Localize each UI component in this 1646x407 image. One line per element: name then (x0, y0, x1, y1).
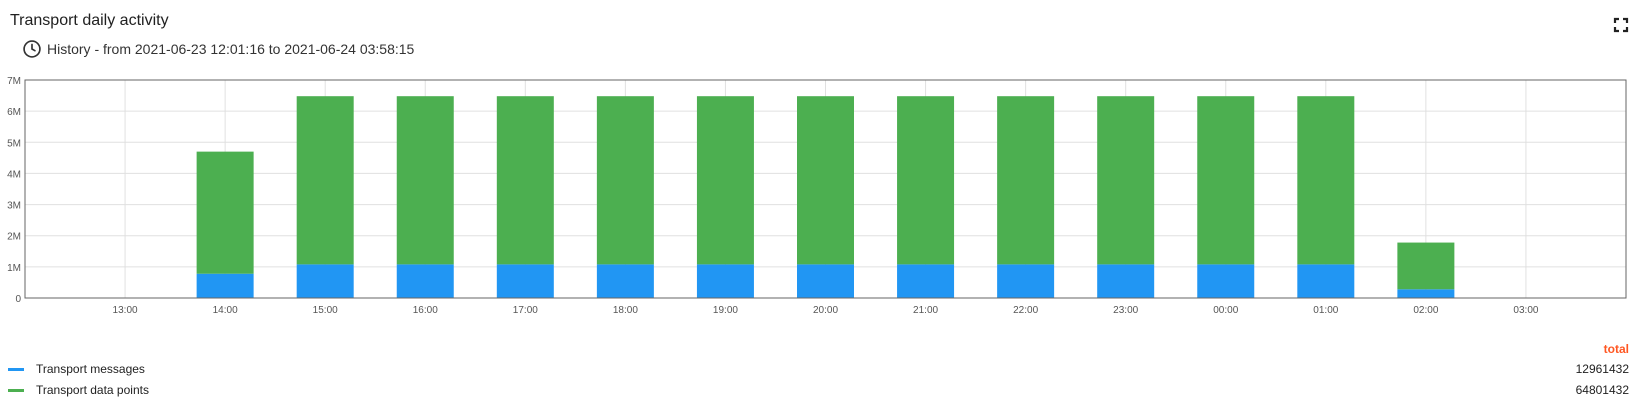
x-tick-label: 03:00 (1513, 305, 1538, 316)
bar-transport-messages (1097, 264, 1155, 298)
y-tick-label: 1M (7, 263, 21, 274)
y-tick-label: 5M (7, 138, 21, 149)
bar-chart: 0 1M 2M 3M 4M 5M 6M 7M 13:00 14:00 15:00 16:00 17:00… (7, 76, 1627, 316)
legend-total-value: 12961432 (1575, 362, 1629, 376)
x-tick-label: 13:00 (113, 305, 138, 316)
bar-transport-data-points (696, 96, 754, 265)
legend-swatch (8, 389, 24, 392)
y-tick-label: 7M (7, 76, 21, 87)
widget-title: Transport daily activity (10, 12, 169, 29)
bar-transport-data-points (797, 96, 854, 265)
bar-transport-messages (196, 273, 254, 298)
bar-transport-messages (1297, 264, 1355, 298)
y-tick-label: 3M (7, 201, 21, 212)
history-label: History - from 2021-06-23 12:01:16 to 20… (47, 41, 415, 57)
x-tick-label: 14:00 (213, 305, 238, 316)
bar-transport-data-points (496, 96, 554, 265)
bar-transport-data-points (296, 96, 354, 265)
bar-transport-data-points (396, 96, 454, 265)
bar-transport-data-points (596, 96, 654, 265)
plot-frame (24, 79, 1627, 299)
bar-transport-messages (1197, 264, 1255, 298)
y-tick-label: 2M (7, 232, 21, 243)
bar-transport-messages (396, 264, 454, 298)
bar-transport-messages (797, 264, 854, 298)
legend-label: Transport messages (36, 362, 145, 376)
bar-transport-messages (596, 264, 654, 298)
x-tick-label: 02:00 (1413, 305, 1438, 316)
bar-transport-data-points (196, 151, 254, 274)
bar-transport-messages (296, 264, 354, 298)
clock-icon (23, 40, 41, 58)
x-tick-label: 16:00 (413, 305, 438, 316)
history-timewindow[interactable]: History - from 2021-06-23 12:01:16 to 20… (22, 39, 414, 59)
x-tick-label: 17:00 (513, 305, 538, 316)
y-tick-label: 4M (7, 169, 21, 180)
fullscreen-icon[interactable] (1613, 17, 1629, 33)
bar-transport-messages (496, 264, 554, 298)
bar-transport-messages (696, 264, 754, 298)
y-tick-label: 6M (7, 107, 21, 118)
x-tick-label: 15:00 (313, 305, 338, 316)
legend-item-transport-messages[interactable]: Transport messages 12961432 (0, 360, 1646, 378)
bar-transport-data-points (1397, 242, 1455, 290)
x-tick-label: 19:00 (713, 305, 738, 316)
legend-swatch (8, 368, 24, 371)
x-tick-label: 21:00 (913, 305, 938, 316)
x-tick-label: 22:00 (1013, 305, 1038, 316)
x-tick-label: 01:00 (1313, 305, 1338, 316)
legend-total-header: total (1603, 342, 1629, 356)
bar-transport-data-points (897, 96, 955, 265)
bar-transport-messages (897, 264, 955, 298)
bar-transport-data-points (1097, 96, 1155, 265)
legend-total-value: 64801432 (1575, 383, 1629, 397)
x-tick-label: 23:00 (1113, 305, 1138, 316)
x-tick-label: 00:00 (1213, 305, 1238, 316)
bar-transport-messages (997, 264, 1055, 298)
x-tick-label: 20:00 (813, 305, 838, 316)
x-tick-label: 18:00 (613, 305, 638, 316)
bar-transport-data-points (1197, 96, 1255, 265)
legend-item-transport-data-points[interactable]: Transport data points 64801432 (0, 381, 1646, 399)
y-tick-label: 0 (15, 294, 21, 305)
bar-transport-data-points (997, 96, 1055, 265)
legend-label: Transport data points (36, 383, 149, 397)
bar-transport-messages (1397, 289, 1455, 298)
bar-transport-data-points (1297, 96, 1355, 265)
